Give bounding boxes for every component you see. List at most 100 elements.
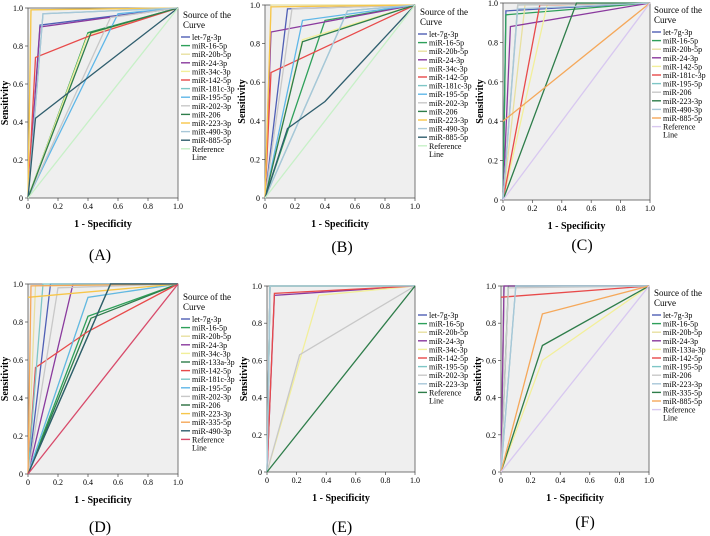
x-tick-label: 0 xyxy=(265,476,269,485)
legend-label: miR-24-3p xyxy=(663,337,698,346)
y-axis-title: Sensitivity xyxy=(475,79,486,123)
roc-curve xyxy=(27,283,179,475)
roc-curve xyxy=(500,285,650,473)
y-tick-label: 0.8 xyxy=(13,318,23,327)
y-tick-label: 0.8 xyxy=(252,319,262,328)
y-tick-label: 0.6 xyxy=(486,356,496,365)
legend-label: miR-206 xyxy=(192,401,220,410)
legend-label: miR-133a-3p xyxy=(192,358,235,367)
legend-label: Reference xyxy=(192,435,225,444)
x-tick-label: 0.2 xyxy=(527,204,537,213)
legend-label: miR-490-3p xyxy=(663,105,702,114)
x-tick-label: 0.6 xyxy=(586,204,596,213)
y-tick-label: 0.2 xyxy=(488,157,498,166)
legend-label: miR-223-3p xyxy=(663,97,702,106)
legend-label: let-7g-3p xyxy=(429,311,458,320)
roc-curve xyxy=(264,4,416,199)
legend-label: miR-490-3p xyxy=(192,427,231,436)
legend-title: Curve xyxy=(420,17,442,27)
x-axis-title: 1 - Specificity xyxy=(548,221,606,232)
x-tick-label: 1.0 xyxy=(644,476,654,485)
y-tick-label: 1.0 xyxy=(488,0,498,8)
legend-label: Line xyxy=(663,131,678,140)
roc-curve xyxy=(27,7,179,199)
roc-curve xyxy=(500,285,650,473)
legend-label: miR-20b-5p xyxy=(663,328,702,337)
x-tick-label: 0 xyxy=(26,478,30,487)
x-tick-label: 0.6 xyxy=(113,202,123,211)
legend-label: miR-34c-3p xyxy=(192,349,231,358)
roc-curve xyxy=(27,283,179,475)
roc-curve xyxy=(264,4,416,199)
legend-label: miR-24-3p xyxy=(429,56,464,65)
legend-label: miR-20b-5p xyxy=(429,47,468,56)
roc-curve xyxy=(266,285,415,473)
roc-curve xyxy=(27,283,179,298)
x-tick-label: 0.4 xyxy=(320,202,330,211)
legend-label: miR-885-5p xyxy=(663,114,702,123)
y-tick-label: 0.2 xyxy=(250,155,260,164)
legend-label: miR-202-3p xyxy=(192,392,231,401)
legend-label: miR-195-5p xyxy=(429,363,468,372)
y-tick-label: 0.2 xyxy=(486,431,496,440)
y-tick-label: 0.6 xyxy=(13,80,23,89)
legend-label: miR-34c-3p xyxy=(192,67,231,76)
legend-title: Source of the xyxy=(654,288,702,298)
legend-label: miR-142-5p xyxy=(429,73,468,82)
y-tick-label: 0 xyxy=(19,470,23,479)
roc-panel-5: 0 0.2 0.4 0.6 0.8 1.0 0 0.2 0.4 0.6 0.8 1.0 1 - Spec… xyxy=(239,282,468,536)
roc-curve xyxy=(27,283,179,475)
x-tick-label: 0.2 xyxy=(53,202,63,211)
legend-label: Reference xyxy=(192,145,225,154)
y-tick-label: 1.0 xyxy=(13,280,23,289)
legend-label: miR-24-3p xyxy=(192,341,227,350)
y-tick-label: 0.8 xyxy=(13,42,23,51)
legend-label: miR-490-3p xyxy=(192,128,231,137)
legend-label: Line xyxy=(192,153,207,162)
legend-label: miR-16-5p xyxy=(192,324,227,333)
legend-label: Reference xyxy=(663,406,696,415)
y-axis-title: Sensitivity xyxy=(473,357,484,401)
legend-label: miR-20b-5p xyxy=(429,328,468,337)
roc-curve xyxy=(27,7,179,199)
legend-label: miR-181c-3p xyxy=(192,375,235,384)
x-tick-label: 0.2 xyxy=(53,478,63,487)
roc-curve xyxy=(27,283,179,475)
legend-label: miR-223-3p xyxy=(192,119,231,128)
legend-label: miR-24-3p xyxy=(429,337,464,346)
legend-label: miR-24-3p xyxy=(663,54,698,63)
x-tick-label: 0 xyxy=(26,202,30,211)
y-tick-label: 0.6 xyxy=(13,356,23,365)
roc-curve xyxy=(27,7,179,199)
legend-label: miR-133a-3p xyxy=(663,345,706,354)
roc-curve xyxy=(266,285,416,473)
y-axis-title: Sensitivity xyxy=(237,79,248,123)
legend-label: miR-885-5p xyxy=(192,136,231,145)
y-tick-label: 0.4 xyxy=(488,117,498,126)
roc-panel-1: 0 0.2 0.4 0.6 0.8 1.0 0 0.2 0.4 0.6 0.8 1.0 1 - Spec… xyxy=(0,4,235,264)
y-tick-label: 0.8 xyxy=(488,38,498,47)
x-tick-label: 1.0 xyxy=(645,204,655,213)
legend-title: Curve xyxy=(183,302,205,312)
legend-label: Line xyxy=(429,150,444,159)
y-tick-label: 1.0 xyxy=(486,282,496,291)
roc-panel-2: 0 0.2 0.4 0.6 0.8 1.0 0 0.2 0.4 0.6 0.8 1.0 1 - Spec… xyxy=(237,1,472,256)
x-axis-title: 1 - Specificity xyxy=(74,219,132,230)
x-axis-title: 1 - Specificity xyxy=(74,495,132,506)
roc-panel-3: 0 0.2 0.4 0.6 0.8 1.0 0 0.2 0.4 0.6 0.8 1.0 1 - Spec… xyxy=(475,0,706,254)
x-tick-label: 0.6 xyxy=(351,476,361,485)
y-tick-label: 0 xyxy=(492,468,496,477)
x-tick-label: 0.4 xyxy=(555,476,565,485)
y-tick-label: 1.0 xyxy=(252,282,262,291)
y-tick-label: 0 xyxy=(258,468,262,477)
roc-curve xyxy=(502,2,651,201)
roc-curve xyxy=(264,4,416,199)
legend-label: miR-202-3p xyxy=(429,99,468,108)
roc-curve xyxy=(502,2,650,201)
y-tick-label: 0.4 xyxy=(252,394,262,403)
legend-label: miR-16-5p xyxy=(429,320,464,329)
roc-curve xyxy=(27,283,179,475)
x-tick-label: 0.6 xyxy=(585,476,595,485)
legend-label: miR-195-5p xyxy=(192,93,231,102)
y-tick-label: 0.8 xyxy=(486,319,496,328)
